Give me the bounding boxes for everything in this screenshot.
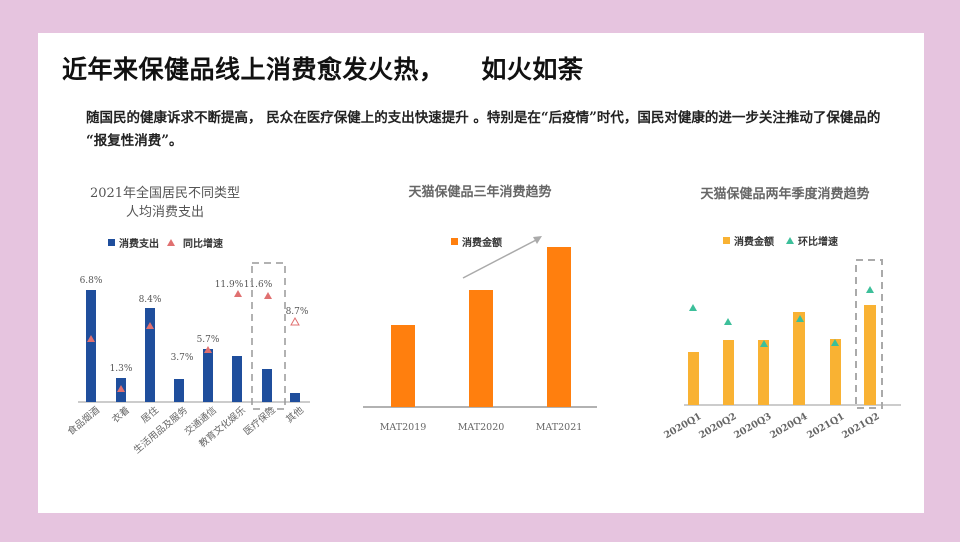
legend-label: 同比增速 [183,239,223,250]
legend-label: 环比增速 [798,237,838,248]
chart3-plot: 2020Q1 2020Q2 2020Q3 2020Q4 2021Q1 2021Q… [662,259,901,441]
svg-text:11.9%: 11.9% [215,280,244,290]
chart3-highlight-box [855,259,883,409]
chart3-bars [688,305,876,405]
svg-text:2020Q4: 2020Q4 [768,411,810,441]
legend-triangle-icon [786,237,794,244]
svg-text:居住: 居住 [139,404,162,426]
chart1-title-line2: 人均消费支出 [125,205,204,220]
intro-paragraph: 随国民的健康诉求不断提高， 民众在医疗保健上的支出快速提升 。特别是在“后疫情”… [86,110,881,149]
chart2-plot: MAT2019 MAT2020 MAT2021 [363,236,597,433]
svg-text:MAT2021: MAT2021 [536,422,583,433]
chart3-x-labels: 2020Q1 2020Q2 2020Q3 2020Q4 2021Q1 2021Q… [662,411,881,441]
svg-text:衣着: 衣着 [110,404,132,425]
chart1-title-line1: 2021年全国居民不同类型 [89,186,241,201]
chart2-bars [391,247,571,407]
slide-panel [38,33,924,513]
chart1-title: 2021年全国居民不同类型 人均消费支出 [60,184,270,222]
svg-text:2021Q1: 2021Q1 [805,411,846,441]
chart1-data-labels: 6.8% 1.3% 8.4% 3.7% 5.7% 11.9% 11.6% 8.7… [80,276,309,374]
chart1-x-labels: 食品烟酒 衣着 居住 生活用品及服务 交通通信 教育文化娱乐 医疗保险 其他 [65,404,306,456]
svg-text:MAT2019: MAT2019 [380,422,427,433]
svg-text:5.7%: 5.7% [197,335,220,345]
chart1-growth-markers [87,290,300,392]
legend-label: 消费金额 [734,237,774,248]
chart2-x-labels: MAT2019 MAT2020 MAT2021 [380,422,583,433]
chart1-bars [86,290,300,402]
svg-text:其他: 其他 [284,404,307,426]
chart2-title: 天猫保健品三年消费趋势 [408,185,552,200]
svg-text:8.4%: 8.4% [139,295,162,305]
svg-text:6.8%: 6.8% [80,276,103,286]
legend-square-icon [108,239,115,246]
legend-triangle-icon [167,239,175,246]
svg-text:1.3%: 1.3% [110,364,133,374]
chart3-legend: 消费金额 环比增速 [723,233,838,248]
svg-text:MAT2020: MAT2020 [458,422,505,433]
svg-text:3.7%: 3.7% [171,353,194,363]
chart3-title: 天猫保健品两年季度消费趋势 [700,187,870,202]
page-title: 近年来保健品线上消费愈发火热， 如火如荼 [62,55,584,84]
chart3-growth-markers [689,286,874,347]
legend-label: 消费金额 [462,238,502,249]
svg-text:2020Q2: 2020Q2 [697,411,738,441]
svg-text:食品烟酒: 食品烟酒 [65,404,102,438]
svg-text:11.6%: 11.6% [244,280,273,290]
svg-text:2020Q3: 2020Q3 [732,411,773,441]
svg-text:2020Q1: 2020Q1 [662,411,703,441]
legend-square-icon [451,238,458,245]
svg-text:生活用品及服务: 生活用品及服务 [131,404,190,456]
svg-text:8.7%: 8.7% [286,307,309,317]
chart1-highlight-box [251,262,286,410]
trend-arrow-icon [462,236,542,279]
chart2-legend: 消费金额 [451,234,502,249]
chart1-plot: 6.8% 1.3% 8.4% 3.7% 5.7% 11.9% 11.6% 8.7… [65,262,310,456]
legend-label: 消费支出 [119,239,159,250]
svg-text:2021Q2: 2021Q2 [840,411,881,441]
legend-square-icon [723,237,730,244]
chart1-legend: 消费支出 同比增速 [108,235,223,250]
